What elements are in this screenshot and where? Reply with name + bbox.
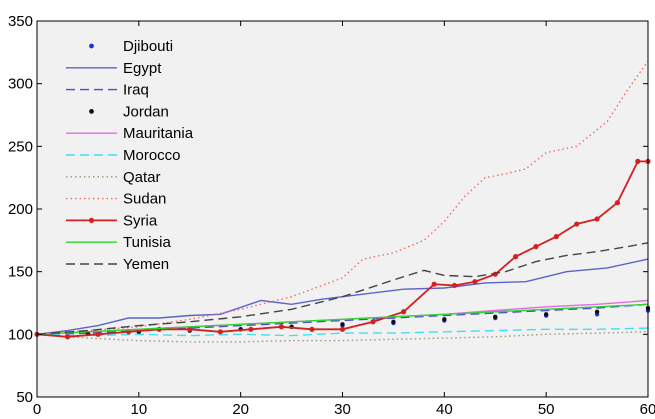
- y-tick-label-300: 300: [8, 76, 33, 93]
- point-jordan-10: [543, 312, 549, 317]
- marker-syria-5: [187, 326, 193, 332]
- x-tick-label-60: 60: [640, 401, 655, 418]
- legend-label-morocco: Morocco: [123, 147, 181, 164]
- y-tick-label-350: 350: [8, 13, 33, 30]
- series-yemen: [36, 242, 649, 335]
- marker-syria-17: [513, 254, 519, 260]
- marker-syria-9: [309, 326, 315, 332]
- marker-syria-19: [553, 233, 559, 240]
- legend-label-qatar: Qatar: [123, 169, 161, 186]
- legend-item-mauritania: Mauritania: [66, 125, 194, 142]
- marker-syria-14: [451, 282, 458, 289]
- marker-syria-13: [431, 281, 437, 287]
- point-jordan-8: [442, 317, 447, 322]
- legend-marker-syria: [88, 217, 95, 223]
- point-jordan-6: [340, 322, 345, 327]
- line-egypt: [36, 258, 649, 335]
- marker-syria-2: [95, 331, 101, 337]
- series-layer: [34, 60, 651, 343]
- x-tick-label-40: 40: [436, 401, 453, 418]
- marker-syria-10: [339, 326, 346, 332]
- y-tick-label-200: 200: [8, 201, 33, 218]
- point-jordan-9: [493, 314, 498, 319]
- marker-syria-23: [635, 158, 641, 164]
- legend-label-tunisia: Tunisia: [123, 234, 171, 251]
- legend-item-morocco: Morocco: [66, 147, 181, 164]
- legend-label-jordan: Jordan: [123, 103, 169, 120]
- marker-syria-21: [594, 216, 600, 222]
- legend-item-jordan: Jordan: [89, 103, 169, 120]
- marker-syria-7: [248, 326, 254, 332]
- legend-item-egypt: Egypt: [66, 60, 162, 77]
- legend-label-sudan: Sudan: [123, 191, 166, 208]
- legend-label-djibouti: Djibouti: [123, 38, 173, 55]
- y-tick-label-150: 150: [8, 264, 33, 281]
- marker-syria-20: [574, 221, 580, 227]
- legend: Djibouti Egypt Iraq Jordan Mauritania Morocco…: [66, 38, 194, 273]
- plot-area: [37, 21, 648, 397]
- legend-item-iraq: Iraq: [66, 82, 149, 99]
- legend-label-yemen: Yemen: [123, 256, 169, 273]
- marker-syria-18: [533, 244, 539, 250]
- legend-item-djibouti: Djibouti: [89, 38, 173, 55]
- x-tick-label-0: 0: [33, 401, 41, 418]
- line-sudan: [36, 60, 649, 335]
- legend-item-syria: Syria: [66, 212, 158, 229]
- line-morocco: [36, 327, 649, 337]
- legend-item-yemen: Yemen: [66, 256, 169, 273]
- series-syria: [34, 158, 651, 340]
- line-qatar: [36, 331, 649, 343]
- marker-syria-22: [614, 200, 621, 206]
- line-tunisia: [36, 303, 649, 335]
- marker-syria-4: [156, 326, 162, 332]
- series-qatar: [36, 331, 649, 343]
- point-jordan-7: [391, 319, 396, 324]
- series-sudan: [36, 60, 649, 335]
- series-egypt: [36, 258, 649, 335]
- legend-swatch-djibouti: [89, 43, 94, 49]
- axis-layer: 0 10 20 30 40 50 60 50 100 150 200 250 300 350: [8, 13, 655, 418]
- marker-syria-8: [278, 324, 284, 330]
- x-tick-label-20: 20: [232, 401, 249, 418]
- marker-syria-6: [217, 329, 223, 335]
- point-jordan-11: [594, 309, 600, 314]
- legend-item-tunisia: Tunisia: [66, 234, 171, 251]
- series-tunisia: [36, 303, 649, 335]
- x-tick-label-30: 30: [334, 401, 351, 418]
- legend-label-egypt: Egypt: [123, 60, 162, 77]
- line-yemen: [36, 242, 649, 335]
- y-tick-label-100: 100: [8, 326, 33, 343]
- x-tick-label-50: 50: [538, 401, 555, 418]
- legend-label-mauritania: Mauritania: [123, 125, 194, 142]
- legend-item-sudan: Sudan: [66, 191, 166, 208]
- legend-swatch-jordan: [89, 109, 94, 114]
- y-tick-label-250: 250: [8, 138, 33, 155]
- legend-label-syria: Syria: [123, 212, 158, 229]
- marker-syria-1: [64, 334, 71, 340]
- marker-syria-15: [472, 279, 478, 285]
- series-morocco: [36, 327, 649, 337]
- y-tick-label-50: 50: [16, 389, 33, 406]
- x-tick-label-10: 10: [130, 401, 147, 418]
- marker-syria-11: [370, 319, 376, 325]
- marker-syria-12: [401, 309, 407, 315]
- legend-item-qatar: Qatar: [66, 169, 161, 186]
- legend-label-iraq: Iraq: [123, 82, 149, 99]
